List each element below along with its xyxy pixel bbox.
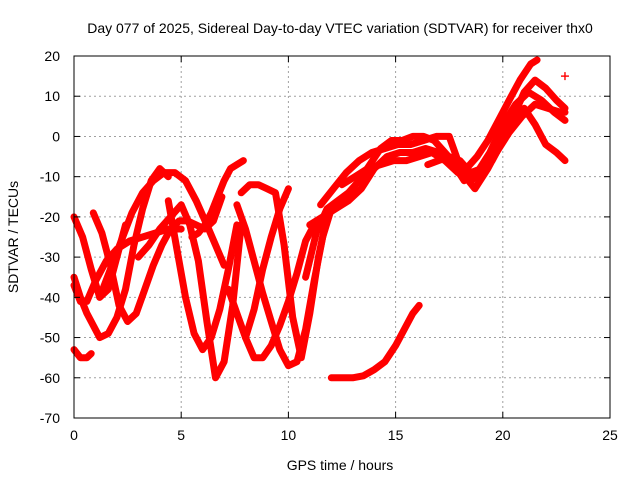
y-tick-label: -20 [40,209,60,225]
y-tick-label: -40 [40,289,60,305]
y-tick-label: 20 [44,48,60,64]
series-arc13 [242,185,292,342]
x-tick-label: 15 [388,427,404,443]
chart-title: Day 077 of 2025, Sidereal Day-to-day VTE… [87,20,593,36]
series-arc14 [302,56,541,281]
y-tick-label: -70 [40,410,60,426]
data-point-marker [560,72,569,81]
data-layer [70,56,569,382]
x-tick-label: 20 [495,427,511,443]
x-tick-label: 10 [281,427,297,443]
plot-frame [73,55,611,419]
x-tick-label: 25 [602,427,618,443]
y-axis-label: SDTVAR / TECUs [5,181,21,293]
series-arc8 [164,197,241,354]
y-tick-label: -50 [40,330,60,346]
y-tick-label: -30 [40,249,60,265]
x-axis-label: GPS time / hours [287,457,394,473]
series-arc5 [70,346,95,362]
series-arc9 [188,157,247,241]
x-tick-label: 0 [70,427,78,443]
series-arc18 [424,76,569,177]
y-tick-label: 10 [44,88,60,104]
series-arc12 [237,181,331,362]
series-arc6 [96,169,228,301]
y-tick-label: 0 [52,128,60,144]
series-arc10 [224,221,318,362]
series-arc17 [317,104,569,209]
series-arc19 [327,301,423,382]
y-tick-label: -10 [40,169,60,185]
tick-layer: 0 5 10 15 20 25 20 10 0 -10 -20 -30 -40 -50 -60 -70 [40,48,618,443]
x-tick-label: 5 [177,427,185,443]
series-arc16 [338,100,569,189]
y-tick-label: -60 [40,370,60,386]
series-arc7 [134,201,245,382]
